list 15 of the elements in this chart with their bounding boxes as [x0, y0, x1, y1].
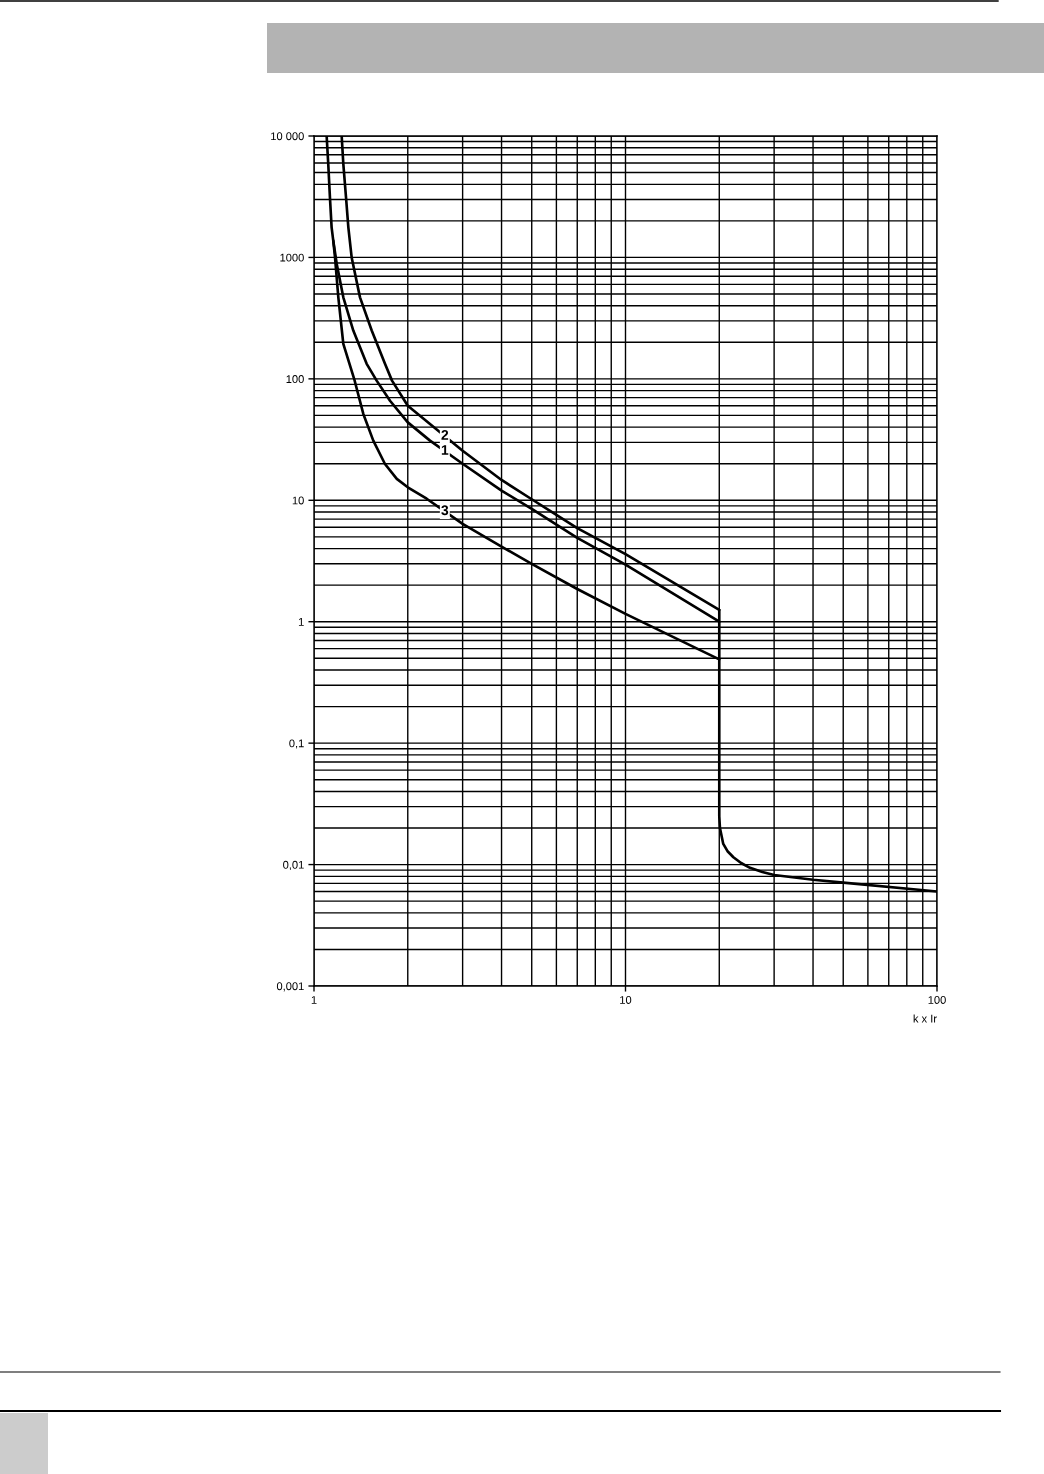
series-label: 2: [441, 430, 449, 440]
x-tick-label: 100: [928, 996, 946, 1004]
series-label: 3: [441, 505, 449, 516]
y-tick-label: 1: [298, 618, 304, 626]
x-tick-label: 1: [311, 996, 317, 1004]
y-tick-label: 100: [286, 375, 304, 383]
y-tick-label: 0,1: [289, 739, 304, 749]
series-label: 1: [441, 445, 449, 455]
y-tick-label: 1000: [280, 253, 304, 262]
y-tick-label: 0,01: [283, 860, 304, 871]
y-tick-label: 0,001: [276, 982, 304, 992]
x-tick-label: 10: [620, 996, 632, 1004]
y-tick-label: 10 000: [271, 132, 304, 141]
y-tick-label: 10: [292, 496, 304, 505]
x-axis-title: k x Ir: [913, 1014, 937, 1023]
